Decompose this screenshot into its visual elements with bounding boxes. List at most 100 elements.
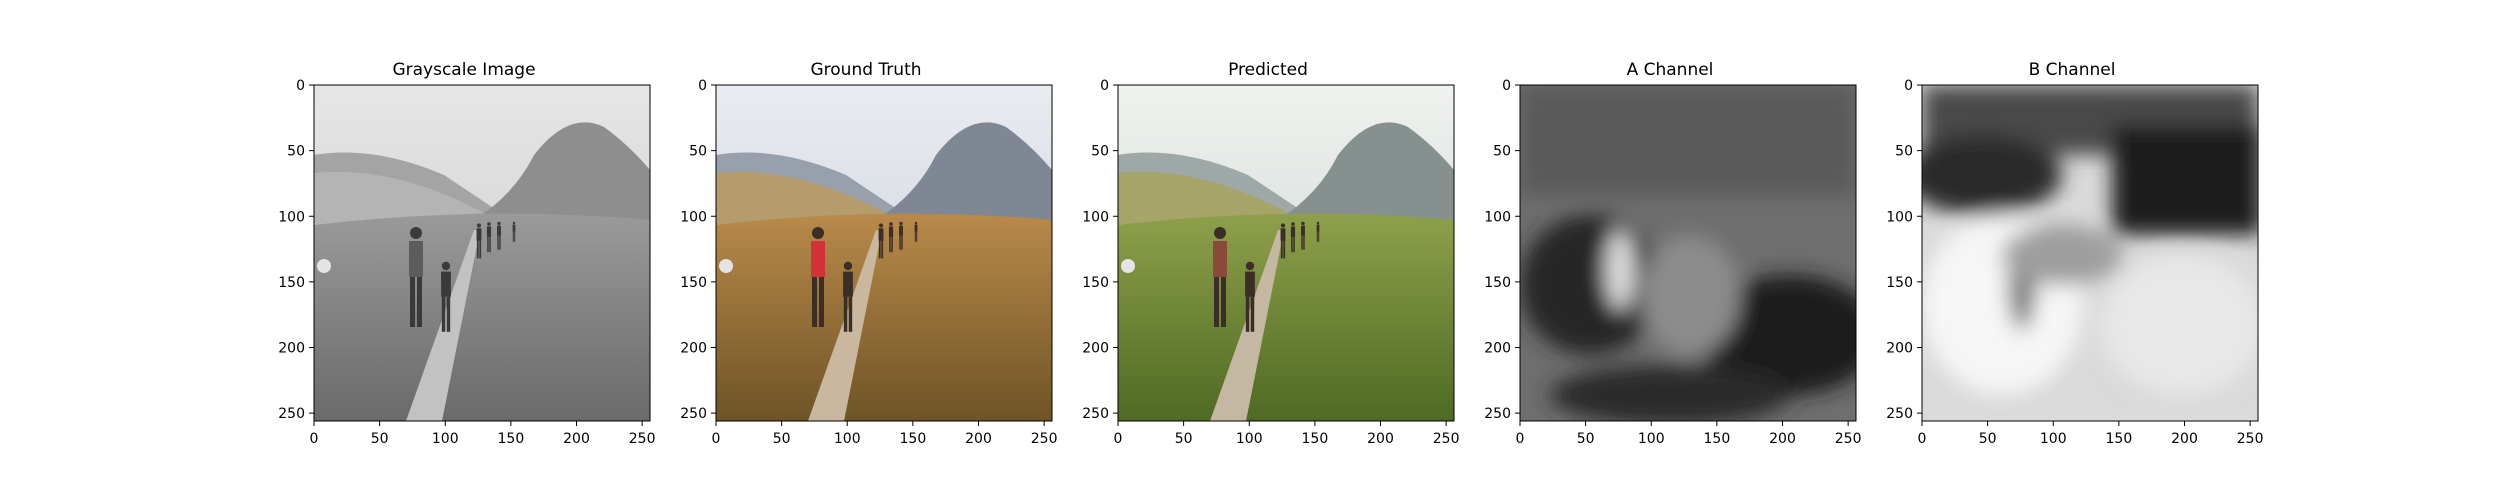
hiker [512, 224, 516, 232]
hiker [1291, 222, 1295, 226]
y-tick-label: 200 [1082, 341, 1109, 357]
field [1118, 213, 1454, 421]
y-tick-label: 50 [1091, 144, 1109, 160]
mountain [876, 122, 1052, 225]
hiker [1214, 277, 1219, 327]
hiker [811, 241, 825, 277]
hiker [889, 237, 891, 253]
hiker [843, 271, 853, 297]
panel-title: Ground Truth [810, 60, 922, 80]
near-hill [314, 171, 484, 225]
hiker [512, 221, 516, 225]
x-tick-label: 200 [2171, 431, 2198, 447]
x-tick-label: 250 [1031, 431, 1058, 447]
hiker [446, 296, 451, 332]
hiker [1280, 223, 1286, 228]
x-tick-label: 100 [432, 431, 459, 447]
y-tick-label: 100 [1484, 209, 1511, 225]
y-tick-label: 0 [1100, 78, 1109, 94]
hiker [441, 261, 451, 271]
ground-truth-plot: 0 50 100 150 200 250 0 50 100 150 200 250 [680, 78, 1058, 447]
hiker [476, 228, 482, 241]
panel-predicted: Predicted 0 50 100 150 200 250 0 50 100 150 200 250 [1076, 0, 1460, 500]
hiker [914, 224, 918, 232]
hiker [1291, 237, 1293, 253]
hiker [1245, 261, 1255, 271]
hiker [441, 296, 446, 332]
x-tick-label: 200 [563, 431, 590, 447]
x-tick-label: 50 [1577, 431, 1595, 447]
y-tick-label: 100 [680, 209, 707, 225]
y-tick-label: 100 [1886, 209, 1913, 225]
hiker [899, 221, 903, 226]
panel-title: Grayscale Image [392, 60, 536, 80]
y-tick-label: 250 [1484, 406, 1511, 422]
hiker [916, 231, 918, 242]
x-tick-label: 250 [1835, 431, 1862, 447]
hiker [441, 271, 451, 297]
x-tick-label: 0 [1918, 431, 1927, 447]
hiker [843, 261, 853, 271]
x-tick-label: 150 [1302, 431, 1329, 447]
hiker [476, 223, 482, 228]
hiker [878, 240, 881, 259]
hiker [410, 227, 422, 239]
hiker [914, 231, 916, 242]
x-tick-label: 150 [900, 431, 927, 447]
rock [1121, 259, 1135, 273]
hiker [1318, 231, 1320, 242]
y-tick-label: 0 [698, 78, 707, 94]
x-tick-label: 200 [1769, 431, 1796, 447]
hiker [914, 221, 918, 225]
hiker [489, 237, 491, 253]
hiker [843, 296, 848, 332]
near-hill [716, 171, 886, 225]
x-tick-label: 0 [712, 431, 721, 447]
y-tick-label: 50 [1493, 144, 1511, 160]
hiker [1290, 226, 1296, 238]
hiker [1303, 235, 1305, 250]
hiker [1301, 225, 1305, 236]
hiker [878, 223, 884, 228]
x-tick-label: 0 [1516, 431, 1525, 447]
x-tick-label: 0 [310, 431, 319, 447]
hiker [1316, 224, 1320, 232]
x-tick-label: 50 [371, 431, 389, 447]
panel-ground-truth: Ground Truth 0 50 100 150 200 250 0 50 100 150 200… [674, 0, 1058, 500]
field [716, 213, 1052, 421]
grayscale-plot: 0 50 100 150 200 250 0 50 100 150 200 250 [278, 78, 655, 447]
hiker [1283, 240, 1286, 259]
y-tick-label: 250 [278, 406, 305, 422]
x-tick-label: 250 [2237, 431, 2264, 447]
y-tick-label: 250 [1082, 406, 1109, 422]
y-tick-label: 0 [1502, 78, 1511, 94]
axes: 0 50 100 150 200 250 0 50 100 150 200 250 [1082, 78, 1459, 447]
panel-grayscale: Grayscale Image 0 50 100 150 200 250 0 50 100 150… [272, 0, 656, 500]
x-tick-label: 50 [1979, 431, 1997, 447]
x-tick-label: 50 [1175, 431, 1193, 447]
hiker [1214, 227, 1226, 239]
hiker [476, 240, 479, 259]
x-tick-label: 200 [1367, 431, 1394, 447]
field [314, 213, 650, 421]
axes-frame [1117, 84, 1455, 422]
panel-a-channel: A Channel 0 50 100 150 200 250 0 50 100 150 200 250 [1478, 0, 1862, 500]
hiker [1280, 228, 1286, 241]
hiker [1280, 240, 1283, 259]
y-tick-label: 50 [287, 144, 305, 160]
x-tick-label: 150 [2106, 431, 2133, 447]
y-tick-label: 150 [278, 275, 305, 291]
hiker [1316, 231, 1318, 242]
b-channel-plot: 0 50 100 150 200 250 0 50 100 150 200 250 [1886, 78, 2264, 447]
hiker [899, 225, 903, 236]
panel-title: B Channel [2028, 60, 2116, 80]
hiker [819, 277, 824, 327]
x-tick-label: 150 [498, 431, 525, 447]
hiker [878, 228, 884, 241]
hiker [889, 222, 893, 226]
rock [317, 259, 331, 273]
axes-frame [313, 84, 651, 422]
mountain [1278, 122, 1454, 225]
hiker [487, 237, 489, 253]
